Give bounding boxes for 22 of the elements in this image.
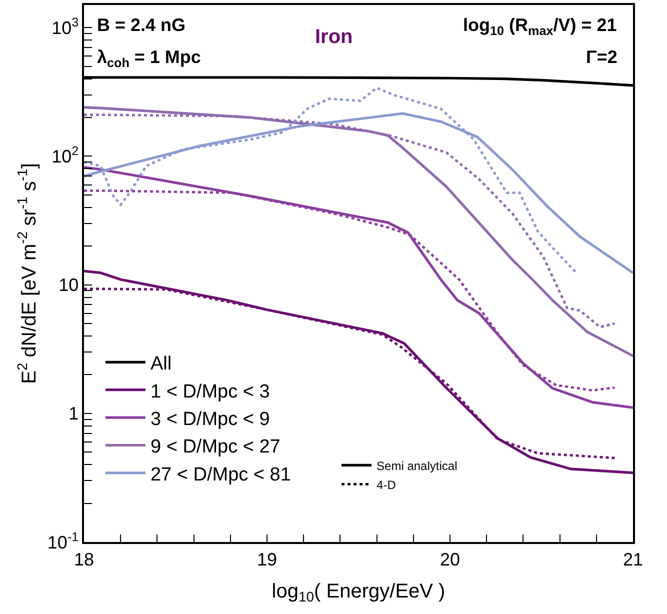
- annotation: Iron: [315, 26, 353, 48]
- legend-label: 9 < D/Mpc < 27: [150, 436, 280, 458]
- x-tick-label: 21: [622, 549, 644, 570]
- legend-label: 4-D: [376, 478, 396, 492]
- line-series: [84, 166, 633, 409]
- y-tick-label: 1: [68, 404, 79, 424]
- legend-label: 27 < D/Mpc < 81: [150, 464, 291, 486]
- y-tick-label: 10$^{2}$: [52, 144, 79, 167]
- annotation: log$_{10}$ (R$_{max}$/V) = 21: [463, 15, 617, 38]
- line-series: [84, 106, 633, 358]
- x-axis-title: log$_{10}$( Energy/EeV ): [272, 580, 446, 605]
- legend-label: 3 < D/Mpc < 9: [150, 408, 270, 430]
- legend-label: Semi analytical: [376, 458, 458, 473]
- y-tick-label: 10: [58, 275, 79, 296]
- x-tick-label: 20: [440, 549, 460, 570]
- legend-label: 1 < D/Mpc < 3: [150, 381, 270, 402]
- x-tick-label: 19: [256, 549, 278, 570]
- annotation: B = 2.4 nG: [97, 15, 186, 35]
- legend-label: All: [150, 354, 172, 375]
- y-tick-label: 10$^{3}$: [52, 15, 79, 38]
- annotation: λ$_{coh}$ = 1 Mpc: [97, 47, 201, 70]
- annotation: Γ=2: [586, 47, 618, 67]
